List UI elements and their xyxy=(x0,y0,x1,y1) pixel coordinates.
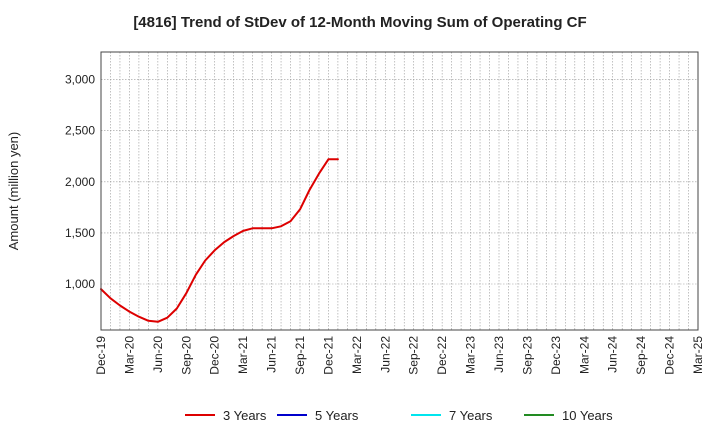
plot-border xyxy=(100,51,699,331)
y-tick-label: 2,000 xyxy=(65,175,95,189)
legend-label: 3 Years xyxy=(223,408,267,423)
x-tick-label: Mar-21 xyxy=(236,336,250,374)
x-tick-label: Mar-24 xyxy=(577,336,591,374)
series-layer xyxy=(100,158,339,323)
x-tick-label: Sep-24 xyxy=(634,336,648,375)
y-tick-label: 1,500 xyxy=(65,226,95,240)
grid-layer xyxy=(100,52,699,330)
legend: 3 Years 5 Years 7 Years 10 Years xyxy=(185,408,613,423)
x-tick-label: Mar-25 xyxy=(691,336,705,374)
plot-background xyxy=(101,52,698,330)
series-line-3-years xyxy=(100,158,339,323)
x-tick-label: Dec-23 xyxy=(549,336,563,375)
legend-label: 7 Years xyxy=(449,408,493,423)
x-tick-label: Jun-21 xyxy=(265,336,279,373)
legend-label: 5 Years xyxy=(315,408,359,423)
x-tick-label: Sep-22 xyxy=(407,336,421,375)
x-tick-label: Sep-23 xyxy=(520,336,534,375)
x-tick-label: Jun-23 xyxy=(492,336,506,373)
x-tick-label: Mar-20 xyxy=(122,336,136,374)
y-axis-title: Amount (million yen) xyxy=(6,132,21,251)
y-tick-label: 3,000 xyxy=(65,73,95,87)
y-tick-label: 2,500 xyxy=(65,124,95,138)
chart-title: [4816] Trend of StDev of 12-Month Moving… xyxy=(133,14,587,31)
x-tick-label: Mar-23 xyxy=(464,336,478,374)
x-tick-label: Sep-21 xyxy=(293,336,307,375)
x-tick-labels: Dec-19 Mar-20 Jun-20 Sep-20 Dec-20 Mar-21 Jun-… xyxy=(94,336,705,375)
x-tick-label: Mar-22 xyxy=(350,336,364,374)
y-tick-label: 1,000 xyxy=(65,277,95,291)
legend-label: 10 Years xyxy=(562,408,613,423)
x-tick-label: Dec-21 xyxy=(321,336,335,375)
y-tick-labels: 1,000 1,500 2,000 2,500 3,000 xyxy=(65,73,95,291)
x-tick-label: Jun-20 xyxy=(151,336,165,373)
x-tick-label: Jun-22 xyxy=(378,336,392,373)
x-tick-label: Dec-19 xyxy=(94,336,108,375)
x-tick-label: Sep-20 xyxy=(179,336,193,375)
x-tick-label: Dec-20 xyxy=(208,336,222,375)
x-tick-label: Dec-24 xyxy=(663,336,677,375)
x-tick-label: Dec-22 xyxy=(435,336,449,375)
x-tick-label: Jun-24 xyxy=(606,336,620,373)
